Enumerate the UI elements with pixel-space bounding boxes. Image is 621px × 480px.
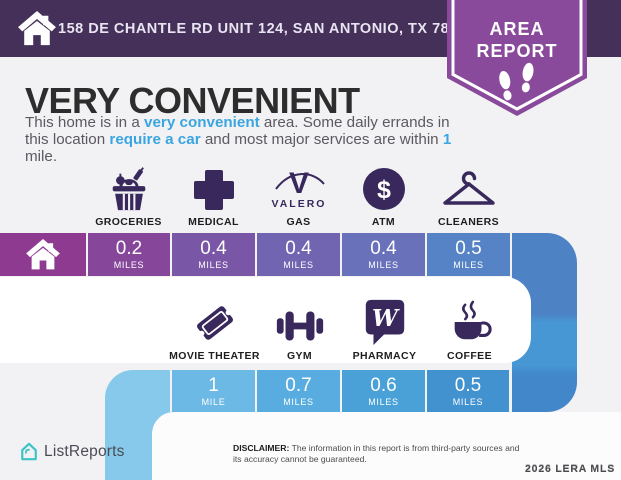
distance-home-cell <box>0 233 86 276</box>
coffee-cup-icon <box>454 300 492 340</box>
listreports-logo: ListReports <box>20 441 125 462</box>
svg-text:VALERO: VALERO <box>271 198 326 210</box>
mls-watermark: 2026 LERA MLS <box>525 463 615 475</box>
hanger-icon <box>442 171 495 205</box>
badge-shield-icon <box>447 0 587 116</box>
row2-card <box>0 277 531 363</box>
distance-segment: 1 MILE <box>172 370 255 413</box>
distance-segment: 0.2 MILES <box>88 233 170 276</box>
svg-text:$: $ <box>377 176 391 204</box>
segment-separator <box>510 370 512 412</box>
grocery-basket-icon <box>112 167 145 211</box>
medical-cross-icon <box>193 170 234 210</box>
page-title: VERY CONVENIENT <box>25 80 360 121</box>
home-icon <box>18 11 56 46</box>
distance-segment: 0.4 MILES <box>342 233 425 276</box>
summary-text: This home is in a very convenient area. … <box>25 114 452 165</box>
highlight-very-convenient: very convenient <box>144 114 260 131</box>
dumbbell-icon <box>276 311 323 341</box>
listreports-house-icon <box>21 442 37 461</box>
route-elbow-left <box>105 370 170 412</box>
distance-segment: 0.5 MILES <box>427 233 510 276</box>
property-address: 158 DE CHANTLE RD UNIT 124, SAN ANTONIO,… <box>58 20 475 37</box>
atm-dollar-icon: $ <box>362 168 405 210</box>
svg-text:W: W <box>372 305 400 332</box>
badge-text: AREA REPORT <box>476 19 558 61</box>
distance-segment: 0.4 MILES <box>172 233 255 276</box>
distance-segment: 0.6 MILES <box>342 370 425 413</box>
svg-text:V: V <box>288 167 308 200</box>
distance-segment: 0.7 MILES <box>257 370 340 413</box>
poi-medical: MEDICAL <box>171 164 256 228</box>
disclaimer: DISCLAIMER: The information in this repo… <box>233 443 520 464</box>
poi-cleaners: CLEANERS <box>426 164 511 228</box>
footprints-icon <box>499 62 534 101</box>
poi-movie-theater: MOVIE THEATER <box>169 298 259 362</box>
footer-card <box>152 412 621 480</box>
distance-segment: 0.4 MILES <box>257 233 340 276</box>
movie-ticket-icon <box>196 306 233 340</box>
poi-coffee: COFFEE <box>427 298 512 362</box>
area-report-badge: AREA REPORT <box>447 0 587 120</box>
poi-gas: V VALERO GAS <box>256 164 341 228</box>
home-icon <box>26 238 60 269</box>
poi-pharmacy: W PHARMACY <box>342 298 427 362</box>
valero-gas-icon: V VALERO <box>271 167 326 210</box>
poi-atm: $ ATM <box>341 164 426 228</box>
highlight-one-mile: 1 <box>442 131 452 148</box>
poi-groceries: GROCERIES <box>86 164 171 228</box>
distance-segment: 0.5 MILES <box>427 370 509 413</box>
walgreens-icon: W <box>365 299 404 346</box>
poi-gym: GYM <box>257 298 342 362</box>
listreports-wordmark: ListReports <box>44 442 125 460</box>
highlight-require-a-car: require a car <box>109 131 201 148</box>
